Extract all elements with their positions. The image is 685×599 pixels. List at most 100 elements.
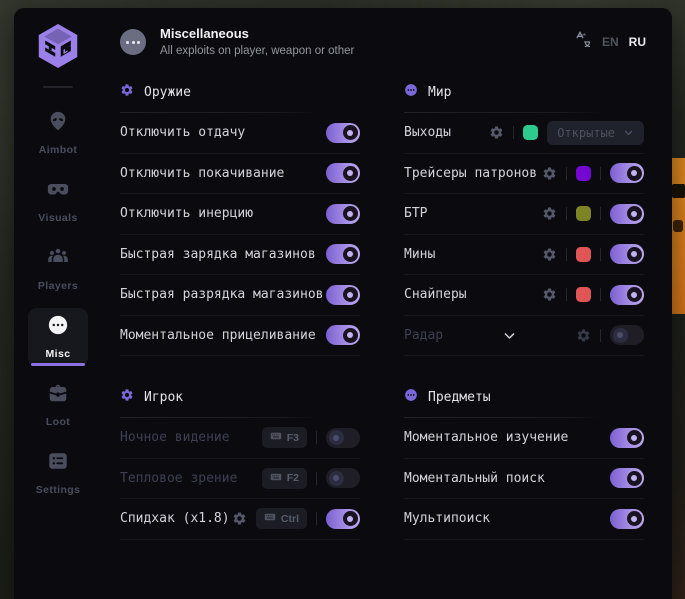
feature-row: Отключить покачивание: [120, 154, 360, 194]
toggle-knob: [342, 327, 358, 343]
sidebar-item-label: Aimbot: [38, 144, 78, 156]
section: Мир Выходы Открытые Трейсеры патронов БТР Мин…: [404, 81, 644, 356]
toggle-switch[interactable]: [610, 203, 644, 224]
control-separator: [566, 288, 567, 302]
feature-row: Моментальное изучение: [404, 418, 644, 459]
vr-goggles-icon: [47, 178, 69, 205]
toggle-switch[interactable]: [326, 203, 360, 224]
toggle-switch[interactable]: [326, 284, 360, 305]
gear-icon[interactable]: [542, 247, 557, 262]
toggle-switch[interactable]: [326, 468, 360, 489]
toggle-switch[interactable]: [326, 244, 360, 265]
control-separator: [566, 207, 567, 221]
gear-icon[interactable]: [542, 166, 557, 181]
sidebar-item-settings[interactable]: Settings: [28, 444, 88, 502]
feature-row: Радар: [404, 316, 644, 356]
toggle-knob: [626, 430, 642, 446]
color-swatch[interactable]: [576, 246, 591, 262]
toggle-knob: [342, 125, 358, 141]
sidebar-item-loot[interactable]: Loot: [28, 376, 88, 434]
section-title: Игрок: [144, 389, 184, 405]
gear-icon[interactable]: [576, 328, 591, 343]
toggle-switch[interactable]: [610, 508, 644, 529]
toggle-knob: [328, 470, 344, 486]
feature-label: Моментальное прицеливание: [120, 327, 316, 343]
feature-label: Отключить отдачу: [120, 125, 246, 141]
sidebar-item-label: Misc: [45, 348, 71, 360]
section-header: Предметы: [404, 386, 644, 408]
feature-label: Моментальный поиск: [404, 470, 545, 486]
sidebar-item-aimbot[interactable]: Aimbot: [28, 104, 88, 162]
toggle-switch[interactable]: [326, 325, 360, 346]
row-controls: Открытые: [489, 120, 644, 145]
alien-icon: [47, 110, 69, 137]
translate-icon: [575, 31, 592, 53]
page-subtitle: All exploits on player, weapon or other: [160, 45, 355, 57]
color-swatch[interactable]: [576, 206, 591, 222]
gear-icon: [120, 388, 134, 407]
gear-icon[interactable]: [489, 125, 504, 140]
briefcase-icon: [47, 382, 69, 409]
hotkey-label: Ctrl: [280, 512, 299, 525]
toggle-switch[interactable]: [610, 284, 644, 305]
row-controls: [610, 468, 644, 489]
toggle-switch[interactable]: [610, 468, 644, 489]
toggle-knob: [626, 511, 642, 527]
feature-label: Отключить покачивание: [120, 165, 285, 181]
toggle-switch[interactable]: [610, 427, 644, 448]
row-controls: [576, 325, 644, 346]
players-icon: [47, 246, 69, 273]
feature-row: Моментальный поиск: [404, 459, 644, 499]
gear-icon[interactable]: [232, 511, 247, 526]
section: Предметы Моментальное изучение Моментальны…: [404, 386, 644, 540]
feature-row: Мультипоиск: [404, 499, 644, 540]
chevron-down-icon: [623, 127, 634, 138]
feature-label: Спидхак (x1.8): [120, 511, 230, 527]
control-separator: [566, 247, 567, 261]
row-controls: [326, 163, 360, 184]
dots-circle-icon: [404, 83, 418, 102]
feature-label: Отключить инерцию: [120, 206, 254, 222]
toggle-switch[interactable]: [610, 244, 644, 265]
toggle-switch[interactable]: [326, 163, 360, 184]
sidebar-item-players[interactable]: Players: [28, 240, 88, 298]
row-controls: [326, 203, 360, 224]
section-title: Мир: [428, 84, 452, 100]
toggle-knob: [626, 206, 642, 222]
feature-row: Отключить инерцию: [120, 194, 360, 235]
color-swatch[interactable]: [523, 125, 539, 141]
desktop-background-fragment: [670, 158, 685, 314]
toggle-switch[interactable]: [610, 163, 644, 184]
toggle-switch[interactable]: [326, 508, 360, 529]
hotkey-badge[interactable]: F3: [261, 427, 307, 449]
toggle-switch[interactable]: [610, 325, 644, 346]
lang-option-ru[interactable]: RU: [628, 35, 646, 49]
sidebar-item-visuals[interactable]: Visuals: [28, 172, 88, 230]
column-right: Мир Выходы Открытые Трейсеры патронов БТР Мин…: [404, 81, 644, 540]
hotkey-badge[interactable]: Ctrl: [255, 508, 307, 530]
section-title: Оружие: [144, 84, 191, 100]
row-controls: [610, 508, 644, 529]
gear-icon[interactable]: [542, 287, 557, 302]
toggle-switch[interactable]: [326, 427, 360, 448]
sg-cube-logo: [34, 20, 82, 72]
feature-label: Моментальное изучение: [404, 430, 569, 446]
dots-circle-icon: [404, 388, 418, 407]
gear-icon: [120, 83, 134, 102]
toggle-switch[interactable]: [326, 122, 360, 143]
lang-option-en[interactable]: EN: [601, 35, 619, 49]
color-swatch[interactable]: [576, 165, 591, 181]
feature-row: Отключить отдачу: [120, 113, 360, 154]
row-controls: [326, 122, 360, 143]
toggle-knob: [612, 327, 628, 343]
sidebar-item-misc[interactable]: Misc: [28, 308, 88, 366]
row-controls: F3: [261, 427, 360, 449]
hotkey-label: F2: [286, 472, 299, 485]
mode-dropdown[interactable]: Открытые: [547, 120, 644, 145]
color-swatch[interactable]: [576, 287, 591, 303]
row-controls: [542, 203, 644, 224]
hotkey-badge[interactable]: F2: [261, 467, 307, 489]
feature-label: Снайперы: [404, 287, 467, 303]
chevron-down-icon[interactable]: [443, 328, 576, 343]
gear-icon[interactable]: [542, 206, 557, 221]
